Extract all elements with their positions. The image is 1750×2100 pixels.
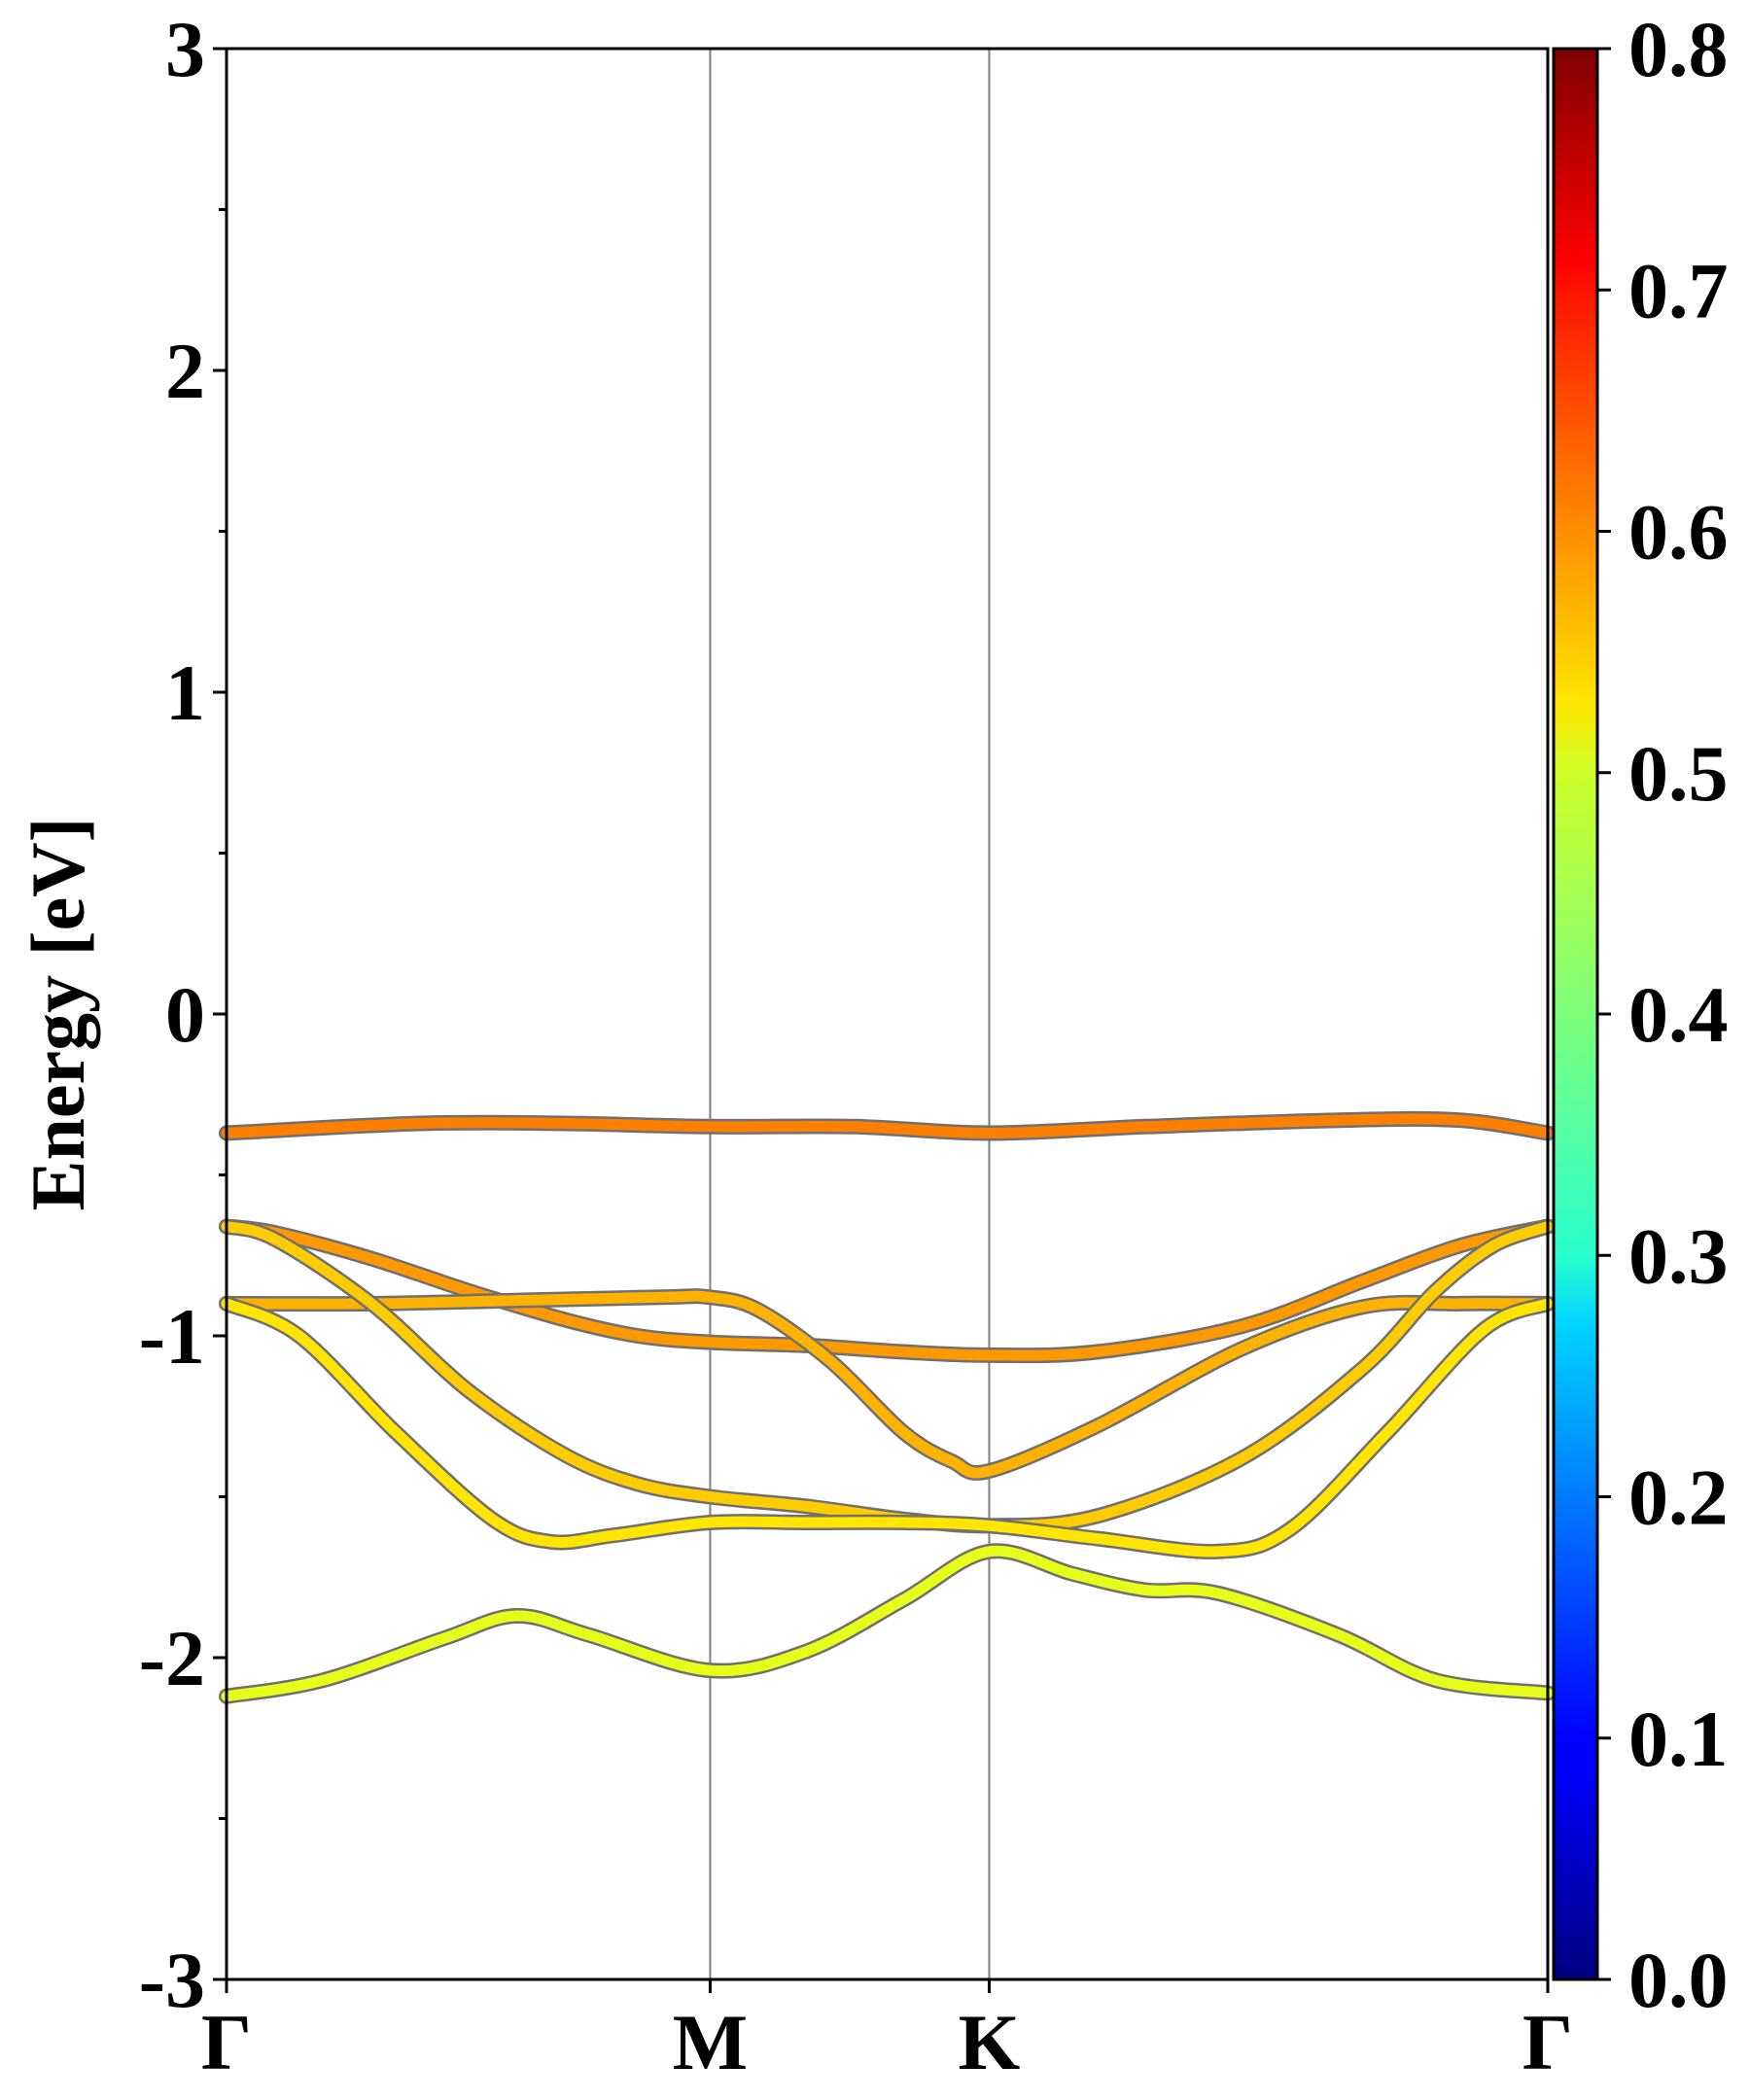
band-line bbox=[221, 1113, 1554, 1139]
colorbar-tick-label: 0.2 bbox=[1628, 1453, 1729, 1542]
band bbox=[219, 1110, 1556, 1141]
y-tick-label: 1 bbox=[165, 648, 205, 737]
band bbox=[219, 1543, 1556, 1704]
y-tick-label: 3 bbox=[165, 5, 205, 93]
band-line bbox=[221, 1545, 1554, 1702]
band bbox=[219, 1218, 1556, 1364]
band-line bbox=[221, 1298, 1554, 1558]
y-tick-label: -3 bbox=[139, 1936, 205, 2024]
kpoint-lines bbox=[709, 49, 991, 1979]
y-tick-label: 2 bbox=[165, 327, 205, 415]
colorbar-tick-label: 0.7 bbox=[1628, 246, 1729, 334]
y-tick-label: -2 bbox=[139, 1614, 205, 1702]
colorbar-tick-label: 0.0 bbox=[1628, 1936, 1729, 2024]
colorbar-tick-label: 0.4 bbox=[1628, 970, 1729, 1059]
y-tick-label: -1 bbox=[139, 1292, 205, 1381]
x-tick-label: Γ bbox=[1522, 1998, 1573, 2086]
colorbar-tick-label: 0.5 bbox=[1628, 729, 1729, 818]
colorbar: 0.0 0.1 0.2 0.3 0.4 0.5 0.6 0.7 0.8 bbox=[1552, 5, 1729, 2024]
colorbar-gradient bbox=[1552, 47, 1599, 1981]
colorbar-tick-label: 0.1 bbox=[1628, 1695, 1729, 1783]
band-outline bbox=[219, 1543, 1556, 1704]
x-tick-label: M bbox=[673, 1998, 748, 2086]
band bbox=[219, 1295, 1556, 1559]
band-line bbox=[221, 1221, 1554, 1361]
plot-frame bbox=[225, 47, 1550, 1981]
colorbar-tick-label: 0.6 bbox=[1628, 488, 1729, 577]
band-lines bbox=[219, 1110, 1556, 1704]
x-tick-label: K bbox=[959, 1998, 1021, 2086]
band-line bbox=[221, 1290, 1554, 1479]
x-tick-label: Γ bbox=[201, 1998, 252, 2086]
y-axis: -3 -2 -1 0 1 2 3 bbox=[139, 5, 227, 2024]
y-axis-label: Energy [eV] bbox=[16, 817, 100, 1210]
colorbar-ticks: 0.0 0.1 0.2 0.3 0.4 0.5 0.6 0.7 0.8 bbox=[1597, 5, 1729, 2024]
y-tick-label: 0 bbox=[165, 970, 205, 1059]
band bbox=[219, 1288, 1556, 1481]
colorbar-tick-label: 0.8 bbox=[1628, 5, 1729, 93]
colorbar-tick-label: 0.3 bbox=[1628, 1211, 1729, 1300]
